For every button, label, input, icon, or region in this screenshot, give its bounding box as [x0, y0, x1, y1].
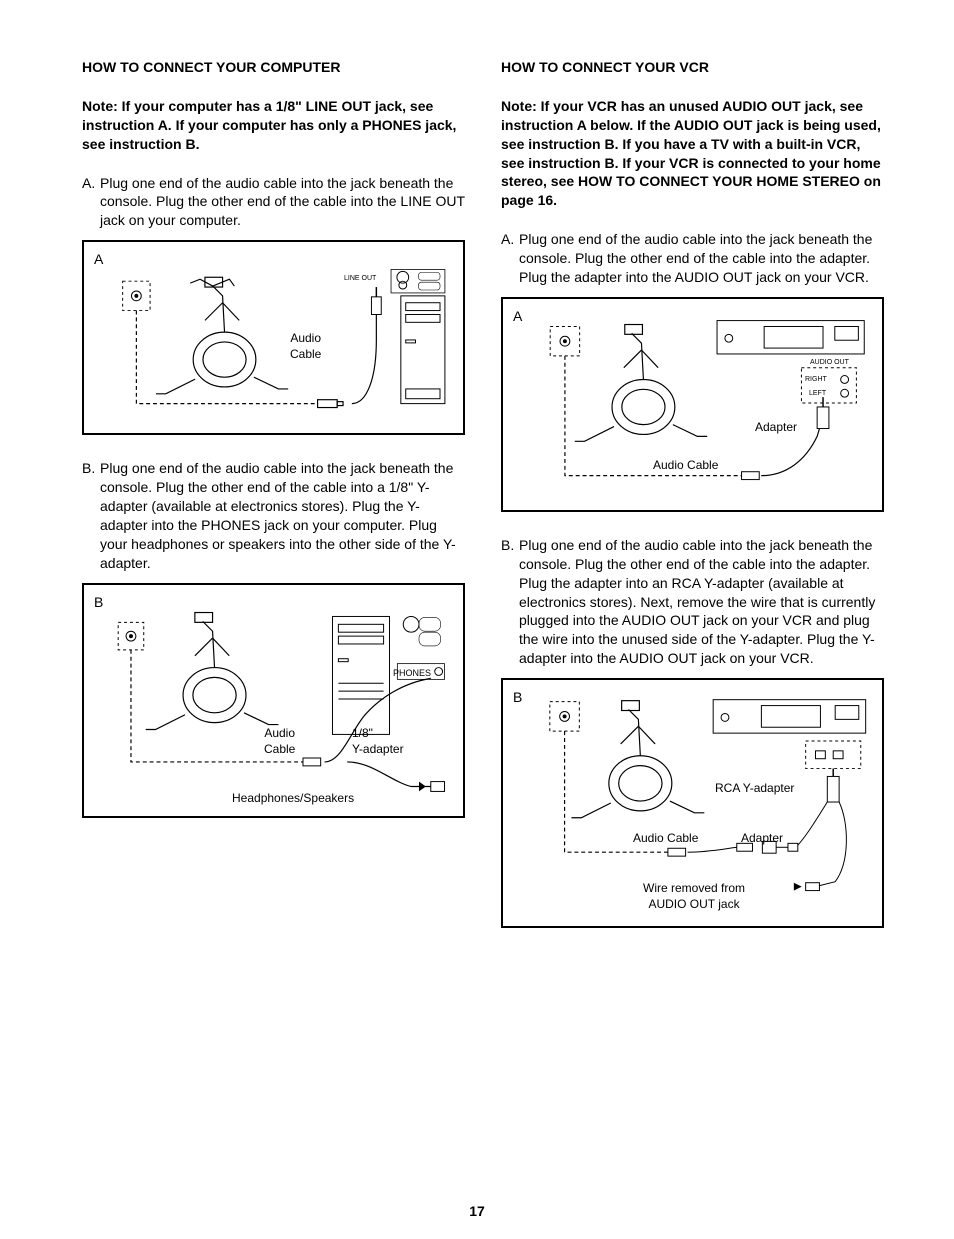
caption-audio-cable: Audio Cable — [290, 330, 321, 362]
figure-label: B — [94, 593, 103, 612]
left-heading: HOW TO CONNECT YOUR COMPUTER — [82, 58, 465, 77]
caption-right: RIGHT — [805, 375, 827, 384]
step-text: Plug one end of the audio cable into the… — [100, 459, 465, 572]
figure-label: A — [94, 250, 103, 269]
caption-yadapter: 1/8" Y-adapter — [352, 725, 404, 757]
caption-wire-removed: Wire removed from AUDIO OUT jack — [643, 880, 745, 912]
caption-adapter: Adapter — [741, 830, 783, 846]
left-figure-a: A — [82, 240, 465, 435]
caption-line-out: LINE OUT — [344, 274, 376, 283]
right-step-a: A. Plug one end of the audio cable into … — [501, 230, 884, 287]
right-step-b: B. Plug one end of the audio cable into … — [501, 536, 884, 668]
caption-phones: PHONES — [393, 667, 431, 679]
right-heading: HOW TO CONNECT YOUR VCR — [501, 58, 884, 77]
page: HOW TO CONNECT YOUR COMPUTER Note: If yo… — [0, 0, 954, 1239]
left-column: HOW TO CONNECT YOUR COMPUTER Note: If yo… — [82, 58, 465, 952]
caption-adapter: Adapter — [755, 419, 797, 435]
right-figure-a: A — [501, 297, 884, 512]
left-figure-b: B — [82, 583, 465, 818]
caption-left: LEFT — [809, 389, 826, 398]
caption-audio-cable: Audio Cable — [653, 457, 718, 473]
figure-label: B — [513, 688, 522, 707]
step-letter: B. — [501, 536, 519, 668]
left-figure-a-svg — [84, 242, 463, 433]
caption-audio-cable: Audio Cable — [264, 725, 295, 757]
caption-audio-out: AUDIO OUT — [810, 358, 849, 367]
right-figure-a-svg — [503, 299, 882, 510]
left-step-a: A. Plug one end of the audio cable into … — [82, 174, 465, 231]
step-text: Plug one end of the audio cable into the… — [519, 230, 884, 287]
page-number: 17 — [0, 1202, 954, 1221]
caption-rca: RCA Y-adapter — [715, 780, 794, 796]
right-note: Note: If your VCR has an unused AUDIO OU… — [501, 97, 884, 210]
step-text: Plug one end of the audio cable into the… — [100, 174, 465, 231]
left-figure-b-svg — [84, 585, 463, 816]
step-text: Plug one end of the audio cable into the… — [519, 536, 884, 668]
step-letter: A. — [82, 174, 100, 231]
right-figure-b: B — [501, 678, 884, 928]
step-letter: A. — [501, 230, 519, 287]
left-step-b: B. Plug one end of the audio cable into … — [82, 459, 465, 572]
columns: HOW TO CONNECT YOUR COMPUTER Note: If yo… — [82, 58, 884, 952]
left-note: Note: If your computer has a 1/8" LINE O… — [82, 97, 465, 154]
right-column: HOW TO CONNECT YOUR VCR Note: If your VC… — [501, 58, 884, 952]
step-letter: B. — [82, 459, 100, 572]
caption-audio-cable: Audio Cable — [633, 830, 698, 846]
caption-headphones: Headphones/Speakers — [232, 790, 354, 806]
figure-label: A — [513, 307, 522, 326]
